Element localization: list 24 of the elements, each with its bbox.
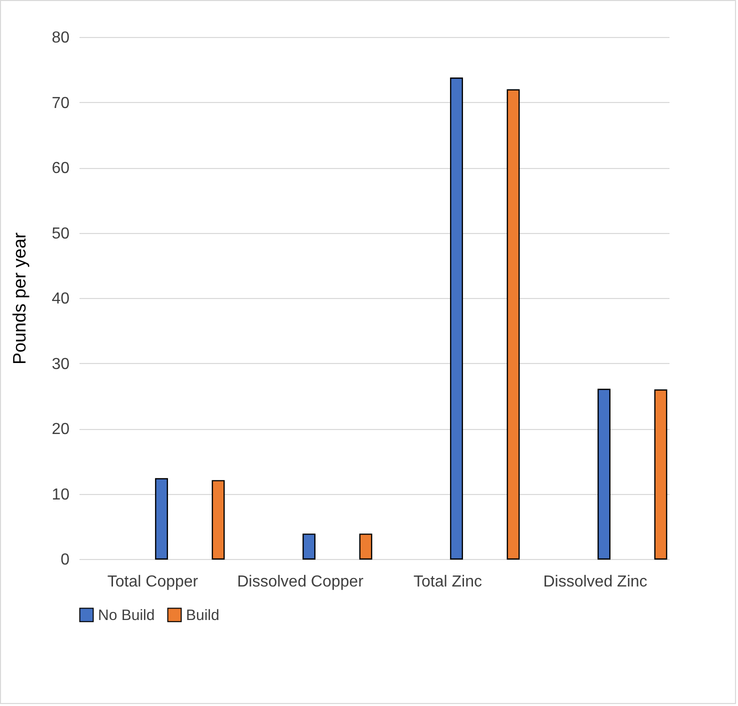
- y-tick-label: 80: [52, 30, 70, 46]
- y-tick-label: 50: [52, 225, 70, 242]
- x-tick-label: Total Zinc: [414, 574, 482, 590]
- bar: [654, 389, 668, 560]
- legend-label: No Build: [98, 606, 155, 624]
- y-tick-label: 40: [52, 290, 70, 308]
- y-tick-label: 20: [52, 421, 70, 438]
- bar: [212, 480, 225, 560]
- bar: [359, 534, 372, 560]
- y-tick-label: 10: [52, 486, 70, 504]
- bar: [155, 478, 168, 560]
- bar: [598, 388, 610, 560]
- x-tick-label: Dissolved Zinc: [543, 574, 648, 590]
- bar: [302, 534, 316, 560]
- x-tick-label: Dissolved Copper: [237, 574, 364, 590]
- x-tick-label: Total Copper: [107, 574, 199, 590]
- y-axis-title: Pounds per year: [10, 232, 30, 365]
- y-tick-label: 70: [52, 94, 70, 112]
- y-tick-label: 30: [52, 356, 70, 373]
- legend-label: Build: [186, 606, 220, 624]
- y-tick-label: 0: [60, 552, 70, 568]
- bar: [450, 78, 463, 560]
- y-tick-label: 60: [52, 160, 70, 177]
- bar: [506, 89, 520, 560]
